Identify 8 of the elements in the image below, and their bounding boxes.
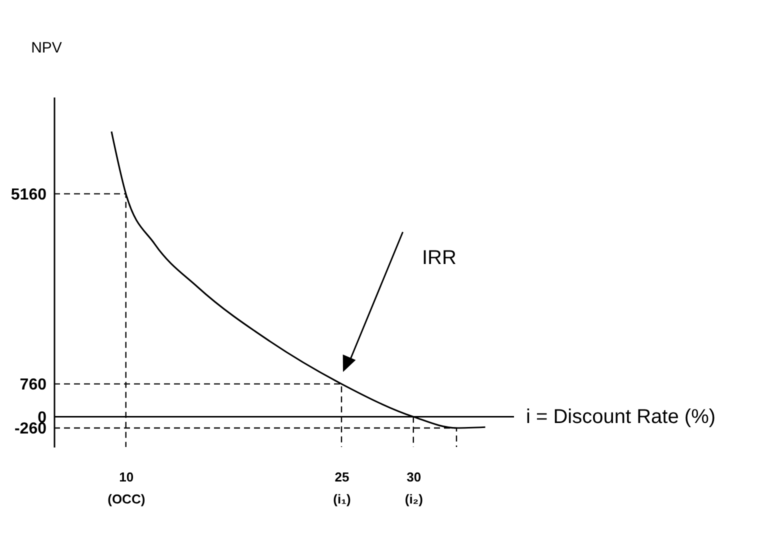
annotation: IRR bbox=[422, 247, 456, 269]
x-tick-label: 30 (i₂) bbox=[404, 470, 423, 506]
x-tick-label: 25 (i₁) bbox=[333, 470, 351, 506]
x-tick-label: 10 (OCC) bbox=[108, 470, 146, 506]
y-axis-title: NPV bbox=[31, 40, 62, 56]
x-axis-title: i = Discount Rate (%) bbox=[526, 406, 716, 428]
y-tick-label: 760 bbox=[20, 376, 47, 394]
y-tick-label: 5160 bbox=[10, 186, 47, 204]
